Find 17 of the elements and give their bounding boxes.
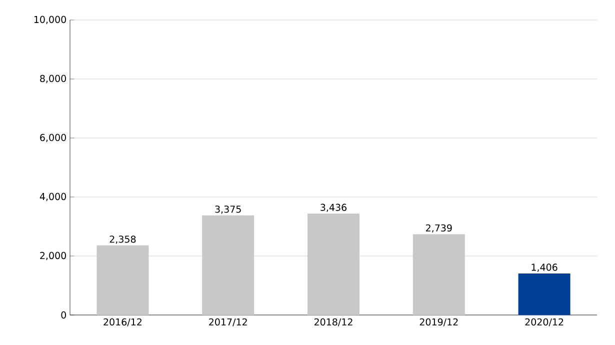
bar: [518, 274, 570, 315]
data-label: 3,436: [320, 204, 346, 212]
x-tick-label: 2017/12: [209, 318, 247, 326]
y-tick-label: 0: [61, 311, 66, 319]
y-tick-label: 2,000: [40, 252, 66, 260]
y-tick-label: 8,000: [40, 74, 66, 84]
data-label: 2,739: [426, 224, 452, 232]
y-tick-label: 10,000: [34, 16, 66, 24]
x-tick-label: 2016/12: [104, 318, 142, 326]
x-tick-label: 2020/12: [525, 318, 564, 326]
x-tick-label: 2019/12: [420, 318, 458, 326]
data-label: 2,358: [110, 236, 136, 244]
y-tick-label: 6,000: [40, 134, 66, 142]
y-tick-label: 4,000: [40, 192, 66, 202]
data-label: 1,406: [532, 264, 558, 272]
data-label: 3,375: [215, 206, 241, 214]
x-tick-label: 2018/12: [314, 318, 352, 326]
